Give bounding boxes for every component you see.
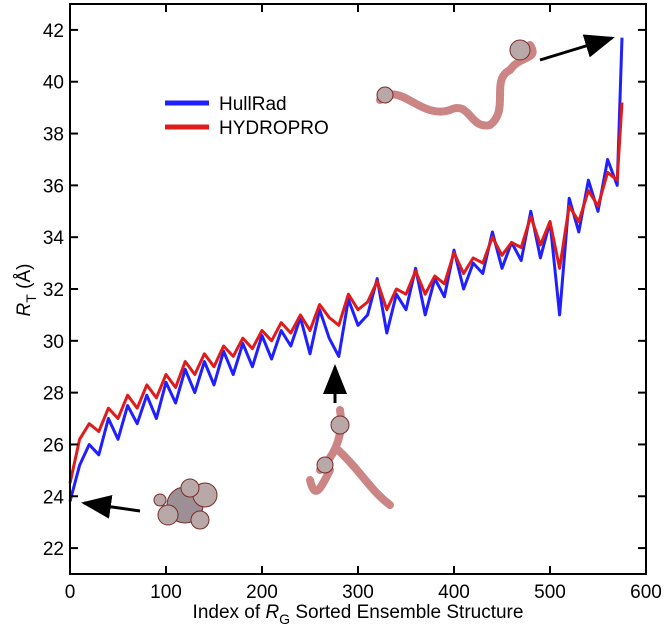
- molecule-branched: [306, 406, 394, 509]
- series-line: [68, 102, 624, 484]
- x-tick-label: 200: [246, 582, 278, 603]
- x-tick-label: 0: [65, 582, 76, 603]
- y-tick-label: 26: [43, 435, 64, 456]
- plot-area: [68, 37, 624, 502]
- x-tick-label: 300: [342, 582, 374, 603]
- y-tick-label: 40: [43, 73, 64, 94]
- y-tick-label: 24: [43, 487, 65, 508]
- molecule-images: [153, 39, 537, 530]
- y-tick-label: 38: [43, 125, 64, 146]
- annotation-arrows: [81, 34, 615, 519]
- x-tick-label: 400: [438, 582, 470, 603]
- molecule-extended: [376, 39, 537, 130]
- y-tick-label: 42: [43, 21, 64, 42]
- y-tick-label: 22: [43, 539, 64, 560]
- x-tick-label: 100: [150, 582, 182, 603]
- y-tick-label: 28: [43, 384, 64, 405]
- x-tick-label: 600: [630, 582, 662, 603]
- legend-label: HYDROPRO: [219, 118, 329, 139]
- y-tick-label: 30: [43, 332, 64, 353]
- legend-label: HullRad: [219, 94, 287, 115]
- x-axis-label: Index of RG Sorted Ensemble Structure: [193, 602, 524, 627]
- y-tick-label: 32: [43, 280, 64, 301]
- y-axis-label: RT (Å): [14, 264, 39, 317]
- molecule-compact: [153, 478, 218, 530]
- arrow: [539, 34, 615, 62]
- x-tick-label: 500: [534, 582, 566, 603]
- y-tick-label: 36: [43, 176, 64, 197]
- y-tick-label: 34: [43, 228, 65, 249]
- arrow: [81, 494, 141, 519]
- plot-frame: [69, 3, 647, 575]
